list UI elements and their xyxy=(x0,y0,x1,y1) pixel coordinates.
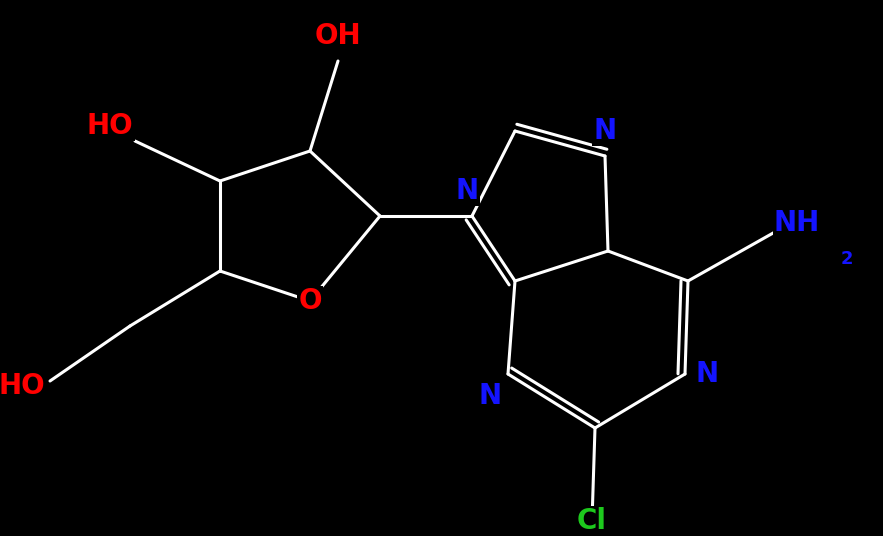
Text: OH: OH xyxy=(314,22,361,50)
Text: O: O xyxy=(298,287,321,315)
Text: N: N xyxy=(479,382,502,410)
Text: HO: HO xyxy=(0,372,45,400)
Text: Cl: Cl xyxy=(577,507,607,535)
Text: NH: NH xyxy=(774,209,820,237)
Text: N: N xyxy=(593,117,616,145)
Text: N: N xyxy=(456,177,479,205)
Text: 2: 2 xyxy=(841,250,854,268)
Text: N: N xyxy=(696,360,719,388)
Text: HO: HO xyxy=(87,112,133,140)
